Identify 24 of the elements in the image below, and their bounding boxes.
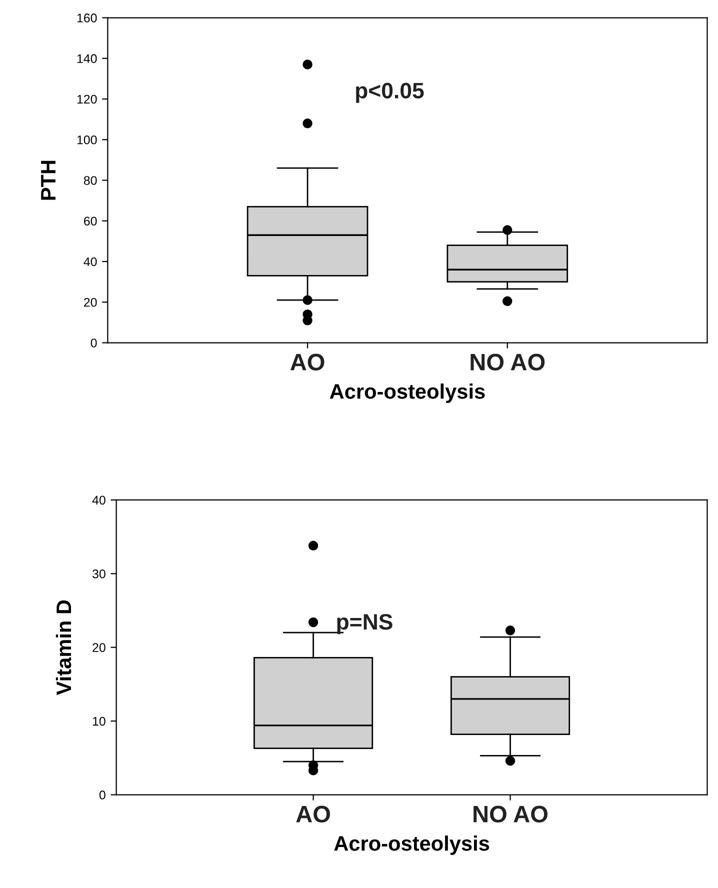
y-tick-label: 40 xyxy=(92,496,106,505)
x-axis-title: Acro-osteolysis xyxy=(330,384,485,403)
y-axis-title: PTH xyxy=(41,160,56,200)
x-tick-label: AO xyxy=(290,354,324,371)
y-tick-label: 20 xyxy=(84,298,97,307)
y-tick-label: 140 xyxy=(77,54,97,64)
y-axis-title: Vitamin D xyxy=(56,600,72,696)
x-axis-title: Acro-osteolysis xyxy=(334,836,490,855)
x-tick-label: NO AO xyxy=(474,806,548,823)
y-tick-label: 80 xyxy=(84,176,97,185)
y-tick-label: 40 xyxy=(84,257,97,266)
y-tick-label: 10 xyxy=(92,716,106,726)
x-tick-label: AO xyxy=(296,806,330,823)
annotation: p<0.05 xyxy=(356,82,424,103)
y-tick-label: 160 xyxy=(77,14,97,22)
y-tick-label: 20 xyxy=(92,643,106,652)
y-tick-label: 100 xyxy=(77,135,97,144)
y-tick-label: 60 xyxy=(84,216,97,226)
y-tick-label: 30 xyxy=(92,569,106,578)
y-tick-label: 0 xyxy=(99,790,106,800)
y-tick-label: 120 xyxy=(77,94,97,104)
x-tick-label: NO AO xyxy=(470,354,545,371)
y-tick-label: 0 xyxy=(90,338,97,348)
annotation: p=NS xyxy=(337,614,392,634)
